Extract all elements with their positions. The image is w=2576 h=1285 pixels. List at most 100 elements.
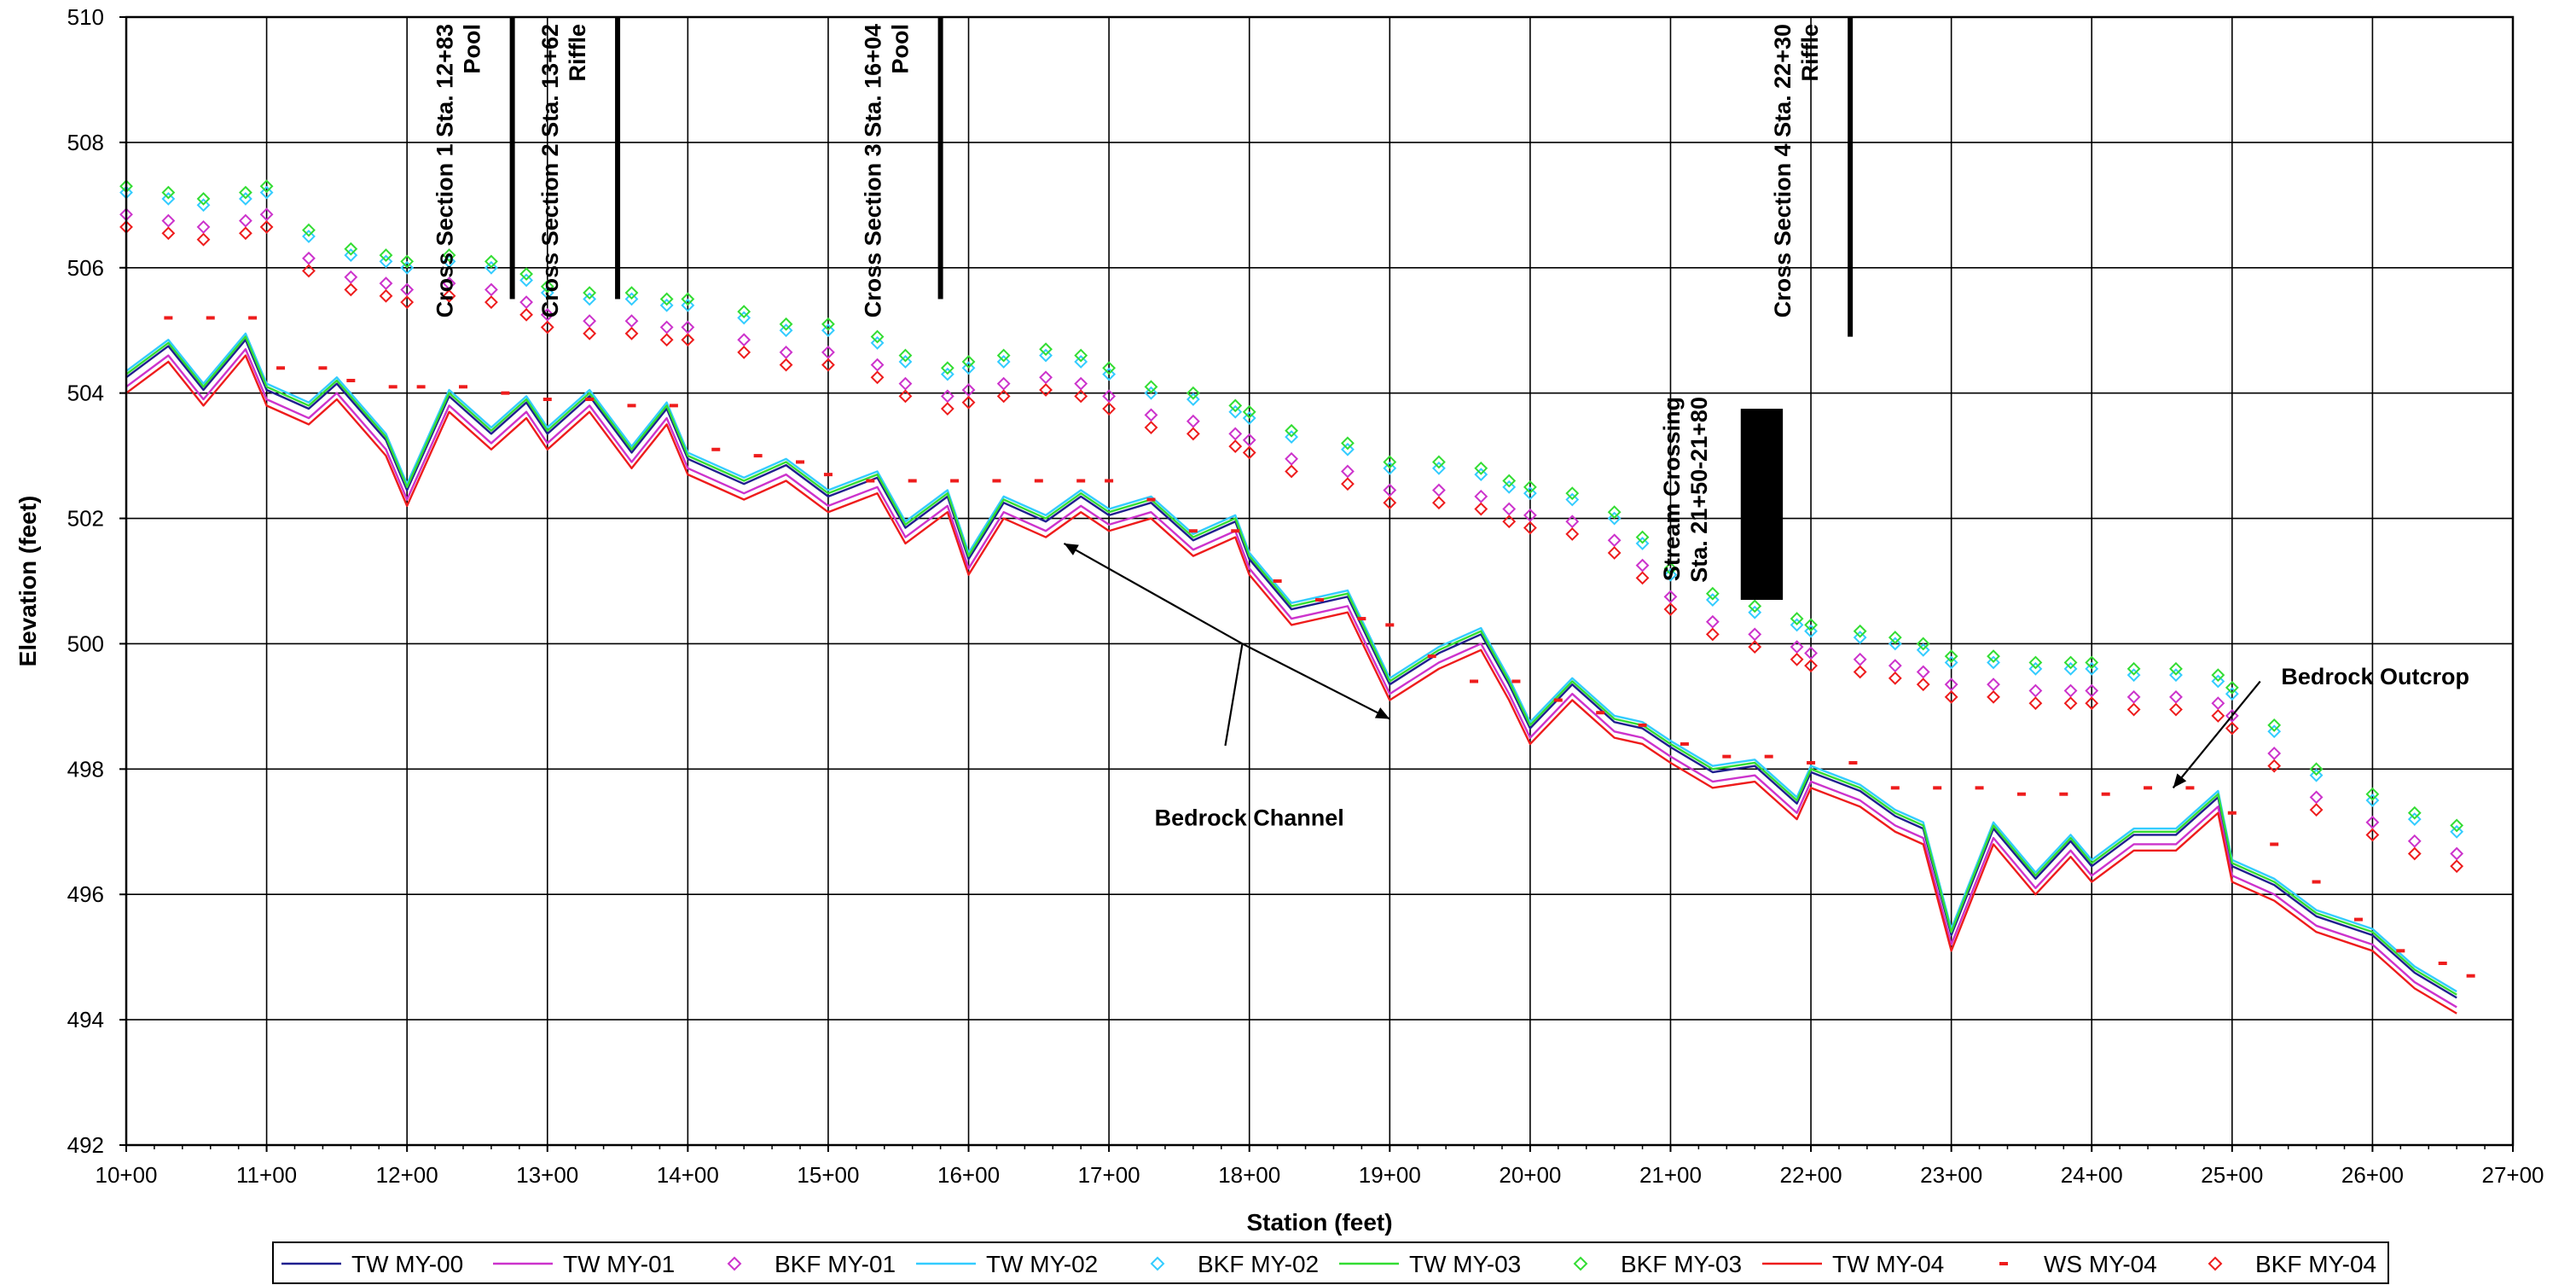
bkf-marker bbox=[2407, 805, 2422, 820]
bkf-marker bbox=[2309, 762, 2324, 776]
bkf-marker bbox=[2450, 818, 2464, 833]
bkf-marker bbox=[484, 282, 498, 297]
cross-section-type: Pool bbox=[888, 24, 914, 74]
bkf-marker bbox=[961, 383, 976, 397]
axes: 10+00 11+00 12+00 13+00 14+00 15+00 16+00 17+00… bbox=[67, 4, 2544, 1188]
y-tick-label: 500 bbox=[67, 631, 104, 656]
bkf-marker bbox=[1523, 520, 1537, 535]
ws-marker bbox=[416, 385, 426, 389]
x-tick-label: 20+00 bbox=[1499, 1162, 1561, 1188]
bkf-marker bbox=[238, 226, 252, 241]
x-tick-label: 12+00 bbox=[376, 1162, 438, 1188]
bkf-marker bbox=[2211, 668, 2225, 683]
cross-section-1: Cross Section 1 Sta. 12+83 Pool bbox=[432, 17, 515, 317]
bkf-marker bbox=[1502, 480, 1517, 494]
series-line bbox=[125, 332, 2457, 993]
bkf-marker bbox=[2063, 696, 2078, 711]
legend-item: BKF MY-01 bbox=[727, 1251, 896, 1277]
x-tick-label: 24+00 bbox=[2061, 1162, 2123, 1188]
bkf-marker bbox=[1431, 483, 1446, 497]
bkf-marker bbox=[540, 320, 554, 334]
ws-marker bbox=[206, 316, 215, 320]
annotation-layer: Cross Section 1 Sta. 12+83 Pool Cross Sect… bbox=[432, 17, 2469, 830]
bkf-marker bbox=[1285, 451, 1298, 466]
bkf-marker bbox=[2126, 668, 2141, 683]
bkf-marker bbox=[940, 367, 954, 381]
ws-marker bbox=[992, 479, 1001, 483]
ws-marker bbox=[1034, 479, 1043, 483]
bkf-marker bbox=[1663, 567, 1678, 582]
series-tw-my-00 bbox=[125, 339, 2457, 999]
bkf-marker bbox=[1102, 361, 1117, 375]
bkf-marker bbox=[996, 348, 1011, 363]
bkf-marker bbox=[519, 307, 533, 322]
bkf-marker bbox=[659, 298, 674, 312]
ws-marker bbox=[248, 316, 258, 320]
bkf-marker bbox=[519, 273, 533, 288]
arrowhead bbox=[1064, 543, 1079, 555]
bkf-marker bbox=[540, 307, 554, 322]
bkf-marker bbox=[1607, 546, 1622, 560]
x-tick-label: 26+00 bbox=[2341, 1162, 2404, 1188]
bkf-marker bbox=[2126, 689, 2141, 704]
legend-label: WS MY-04 bbox=[2044, 1251, 2157, 1277]
ws-marker bbox=[1680, 741, 1689, 746]
legend: TW MY-00 TW MY-01 BKF MY-01 TW MY-02 BKF MY-… bbox=[272, 1241, 2389, 1284]
bkf-marker bbox=[1474, 489, 1488, 503]
bkf-marker bbox=[2085, 683, 2099, 698]
series-tw-my-04 bbox=[125, 354, 2457, 1015]
bkf-marker bbox=[1748, 605, 1762, 619]
bkf-marker bbox=[898, 389, 913, 404]
series-line bbox=[125, 335, 2457, 996]
x-tick-label: 16+00 bbox=[937, 1162, 1000, 1188]
bkf-marker bbox=[779, 346, 793, 359]
bkf-marker bbox=[961, 361, 976, 375]
bkf-marker bbox=[1607, 511, 1622, 526]
stream-crossing-station: Sta. 21+50-21+80 bbox=[1686, 397, 1712, 583]
bkf-marker bbox=[737, 311, 751, 325]
bkf-marker bbox=[583, 314, 597, 329]
bkf-marker bbox=[1944, 655, 1958, 670]
bkf-marker bbox=[1987, 649, 2000, 664]
legend-label: TW MY-02 bbox=[986, 1251, 1098, 1277]
y-tick-label: 498 bbox=[67, 756, 104, 782]
bkf-marker bbox=[583, 286, 597, 300]
bkf-marker bbox=[1705, 593, 1720, 607]
bkf-marker bbox=[161, 192, 176, 206]
bkf-marker bbox=[344, 248, 358, 263]
bkf-marker bbox=[1341, 436, 1355, 451]
bkf-marker bbox=[1144, 408, 1158, 422]
bkf-marker bbox=[1039, 342, 1053, 357]
bkf-marker bbox=[659, 333, 674, 347]
legend-item: TW MY-03 bbox=[1339, 1251, 1521, 1277]
y-tick-label: 510 bbox=[67, 4, 104, 30]
bkf-marker bbox=[624, 314, 639, 329]
bkf-marker bbox=[1285, 423, 1298, 438]
arrow-line bbox=[1063, 542, 1244, 645]
bkf-marker bbox=[1383, 455, 1397, 469]
legend-swatch bbox=[727, 1256, 742, 1271]
ws-marker bbox=[1848, 760, 1858, 765]
ws-marker bbox=[346, 378, 356, 382]
legend-label: TW MY-03 bbox=[1409, 1251, 1521, 1277]
ws-marker bbox=[1933, 786, 1942, 790]
bkf-marker bbox=[1144, 421, 1158, 434]
legend-item: BKF MY-02 bbox=[1150, 1251, 1319, 1277]
ws-marker bbox=[2396, 949, 2405, 953]
bkf-marker bbox=[1635, 537, 1650, 550]
x-tick-label: 15+00 bbox=[797, 1162, 859, 1188]
bkf-marker bbox=[681, 320, 695, 334]
ws-marker bbox=[866, 479, 875, 483]
arrow-line bbox=[1241, 642, 1390, 720]
series-line bbox=[125, 348, 2457, 1009]
bkf-marker bbox=[1242, 411, 1256, 425]
bkf-marker bbox=[1635, 558, 1650, 573]
arrowhead bbox=[1374, 707, 1390, 719]
bkf-marker bbox=[2085, 661, 2099, 676]
legend-label: BKF MY-04 bbox=[2255, 1251, 2376, 1277]
bkf-marker bbox=[1242, 433, 1256, 447]
cross-section-label: Cross Section 2 Sta. 13+62 bbox=[537, 24, 563, 317]
legend-label: TW MY-01 bbox=[563, 1251, 675, 1277]
cross-section-4: Cross Section 4 Sta. 22+30 Riffle bbox=[1770, 17, 1854, 337]
bkf-marker bbox=[2225, 721, 2239, 736]
